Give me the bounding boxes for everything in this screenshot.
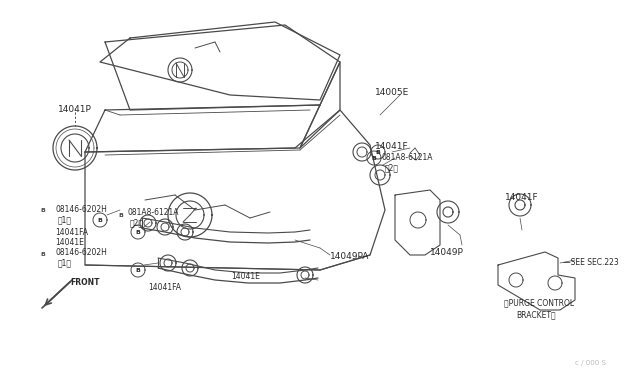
Text: （2）: （2） (130, 218, 144, 227)
Text: B: B (118, 213, 123, 218)
Text: （2）: （2） (385, 163, 399, 172)
Text: 14049P: 14049P (430, 248, 464, 257)
Text: （PURGE CONTROL: （PURGE CONTROL (504, 298, 574, 307)
Text: 14041FA: 14041FA (148, 283, 181, 292)
Text: 14041E: 14041E (55, 238, 84, 247)
Text: B: B (40, 252, 45, 257)
Text: 14041F: 14041F (505, 193, 539, 202)
Text: B: B (97, 218, 102, 222)
Text: 08146-6202H: 08146-6202H (55, 205, 107, 214)
Text: c / 000 S: c / 000 S (575, 360, 606, 366)
Text: BRACKET）: BRACKET） (516, 310, 556, 319)
Text: 14041F: 14041F (375, 142, 408, 151)
Text: B: B (376, 150, 380, 154)
Text: （1）: （1） (58, 258, 72, 267)
Text: 14005E: 14005E (375, 88, 409, 97)
Text: B: B (40, 208, 45, 213)
Text: FRONT: FRONT (70, 278, 99, 287)
Text: 14041FA: 14041FA (55, 228, 88, 237)
Text: 14041P: 14041P (58, 105, 92, 114)
Text: 081A8-6121A: 081A8-6121A (127, 208, 179, 217)
Text: （1）: （1） (58, 215, 72, 224)
Text: B: B (372, 155, 376, 160)
Text: 08146-6202H: 08146-6202H (55, 248, 107, 257)
Text: 14041E: 14041E (231, 272, 260, 281)
Text: —SEE SEC.223: —SEE SEC.223 (563, 258, 619, 267)
Text: 14049PA: 14049PA (330, 252, 369, 261)
Text: 081A8-6121A: 081A8-6121A (382, 153, 433, 162)
Text: B: B (136, 230, 140, 234)
Text: B: B (136, 267, 140, 273)
